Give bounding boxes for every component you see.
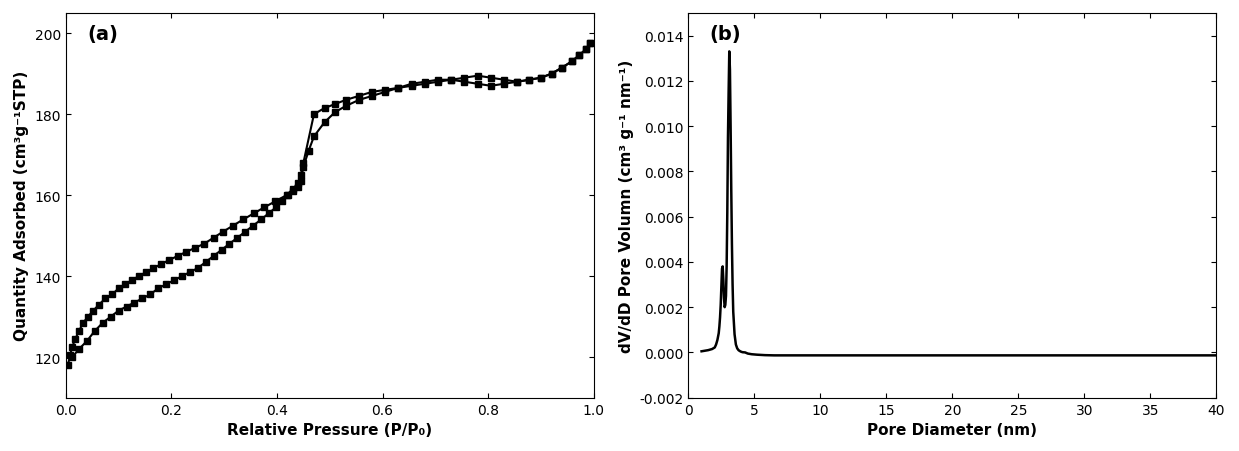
- X-axis label: Relative Pressure (P/P₀): Relative Pressure (P/P₀): [227, 422, 432, 437]
- Y-axis label: dV/dD Pore Volumn (cm³ g⁻¹ nm⁻¹): dV/dD Pore Volumn (cm³ g⁻¹ nm⁻¹): [618, 60, 633, 352]
- Text: (a): (a): [87, 25, 118, 44]
- X-axis label: Pore Diameter (nm): Pore Diameter (nm): [867, 422, 1037, 437]
- Y-axis label: Quantity Adsorbed (cm³g⁻¹STP): Quantity Adsorbed (cm³g⁻¹STP): [14, 71, 28, 341]
- Text: (b): (b): [710, 25, 741, 44]
